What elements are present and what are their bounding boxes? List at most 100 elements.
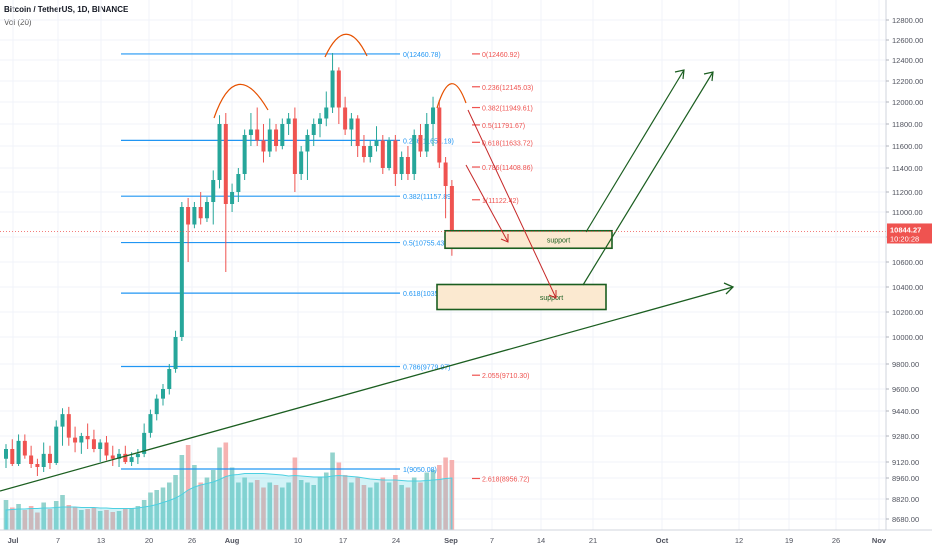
price-tick-label: 9440.00 (892, 407, 919, 416)
volume-bar (292, 457, 298, 530)
volume-bar (16, 504, 21, 530)
projection-arrowhead (674, 69, 685, 80)
projection-arrow-green (582, 71, 714, 286)
candle-body (217, 124, 222, 180)
price-tick-label: 8820.00 (892, 495, 919, 504)
candle-body (405, 157, 410, 174)
fib-ext-label: 0.382(11949.61) (482, 106, 533, 113)
candle-body (242, 135, 247, 174)
volume-bar (305, 482, 310, 530)
candle-body (393, 140, 398, 174)
volume-bar (374, 482, 379, 530)
time-tick-label: 17 (339, 536, 347, 545)
candle-countdown: 10:20:28 (890, 234, 919, 243)
volume-bar (367, 487, 373, 530)
candle-body (374, 140, 379, 146)
volume-bar (60, 495, 65, 530)
candle-body (104, 442, 109, 456)
candle-body (54, 426, 59, 463)
projection-arrow-red (465, 164, 509, 243)
time-tick-label: 7 (490, 536, 494, 545)
candle-body (47, 453, 52, 463)
price-tick-label: 9120.00 (892, 458, 919, 467)
volume-bar (53, 501, 59, 530)
time-tick-label: 26 (832, 536, 840, 545)
symbol-title[interactable]: Bitcoin / TetherUS, 1D, BINANCE (4, 5, 129, 14)
trend-line-arrowhead (723, 282, 735, 295)
volume-bar (298, 480, 304, 530)
volume-bar (311, 485, 317, 530)
volume-bar (91, 508, 97, 530)
time-tick-label: 7 (56, 536, 60, 545)
volume-bar (242, 477, 247, 530)
fib-level-label: 0.618(10350.96) (403, 291, 454, 298)
volume-bar (97, 511, 103, 530)
volume-pane (3, 442, 455, 531)
candle-body (311, 124, 316, 135)
volume-bar (411, 477, 417, 530)
volume-bar (418, 482, 423, 530)
fib-level-label: 0(12460.78) (403, 52, 441, 59)
candle-body (110, 455, 115, 459)
price-tick-label: 10000.00 (892, 333, 923, 342)
price-tick-label: 10200.00 (892, 308, 923, 317)
volume-bar (405, 487, 411, 530)
fib-ext-label: 0.236(12145.03) (482, 85, 533, 92)
candle-body (4, 449, 8, 459)
candle-body (98, 442, 103, 449)
candle-body (198, 207, 203, 219)
candle-body (179, 207, 184, 337)
volume-bar (198, 482, 203, 530)
time-tick-label: 10 (294, 536, 302, 545)
time-tick-label: 24 (392, 536, 400, 545)
candle-body (355, 118, 360, 146)
time-tick-label: 13 (97, 536, 105, 545)
volume-bar (437, 465, 442, 530)
volume-bar (286, 482, 291, 530)
candle-body (161, 389, 165, 399)
volume-bar (192, 465, 197, 530)
candle-body (135, 453, 140, 458)
volume-indicator-label[interactable]: Vol (20) (4, 18, 32, 27)
fib-level-label: 1(9050.08) (403, 467, 437, 474)
volume-bar (179, 455, 185, 530)
candle-body (330, 70, 335, 108)
price-tick-label: 9280.00 (892, 432, 919, 441)
time-tick-label: Nov (872, 536, 887, 545)
fib-level-label: 0.5(10755.43) (403, 241, 447, 248)
projection-arrow-red (467, 109, 557, 299)
candle-body (380, 140, 385, 168)
candle-body (261, 140, 266, 152)
volume-bar (210, 470, 216, 530)
time-axis: Jul 7 13 20 26 Aug 10 17 24 Sep 7 14 21 Oct 12 19 26 Nov (0, 529, 932, 550)
candle-body (280, 124, 285, 146)
candle-body (204, 202, 209, 219)
volume-bar (342, 475, 348, 530)
candles (4, 53, 454, 476)
volume-bar (261, 487, 266, 530)
chart-legend: Bitcoin / TetherUS, 1D, BINANCE Vol (20) (4, 3, 128, 29)
time-tick-label: 19 (785, 536, 793, 545)
volume-bar (430, 470, 436, 530)
head-arc (324, 33, 368, 58)
candle-body (236, 174, 241, 192)
time-tick-label: Oct (656, 536, 669, 545)
volume-bar (393, 475, 398, 530)
volume-bar (185, 445, 191, 530)
candle-body (324, 107, 329, 119)
volume-bar (35, 512, 40, 530)
candle-body (449, 186, 454, 237)
volume-bar (355, 477, 360, 530)
volume-bar (47, 509, 53, 530)
candle-body (29, 455, 34, 464)
candle-body (443, 162, 448, 186)
candle-body (437, 107, 442, 163)
last-price-badge (887, 223, 932, 244)
volume-bar (116, 511, 122, 530)
projection-arrowhead (500, 234, 509, 243)
time-tick-label: 21 (589, 536, 597, 545)
price-axis-bg (886, 0, 932, 550)
fib-level-label: 0.786(9779.97) (403, 365, 450, 372)
volume-bar (336, 462, 342, 530)
